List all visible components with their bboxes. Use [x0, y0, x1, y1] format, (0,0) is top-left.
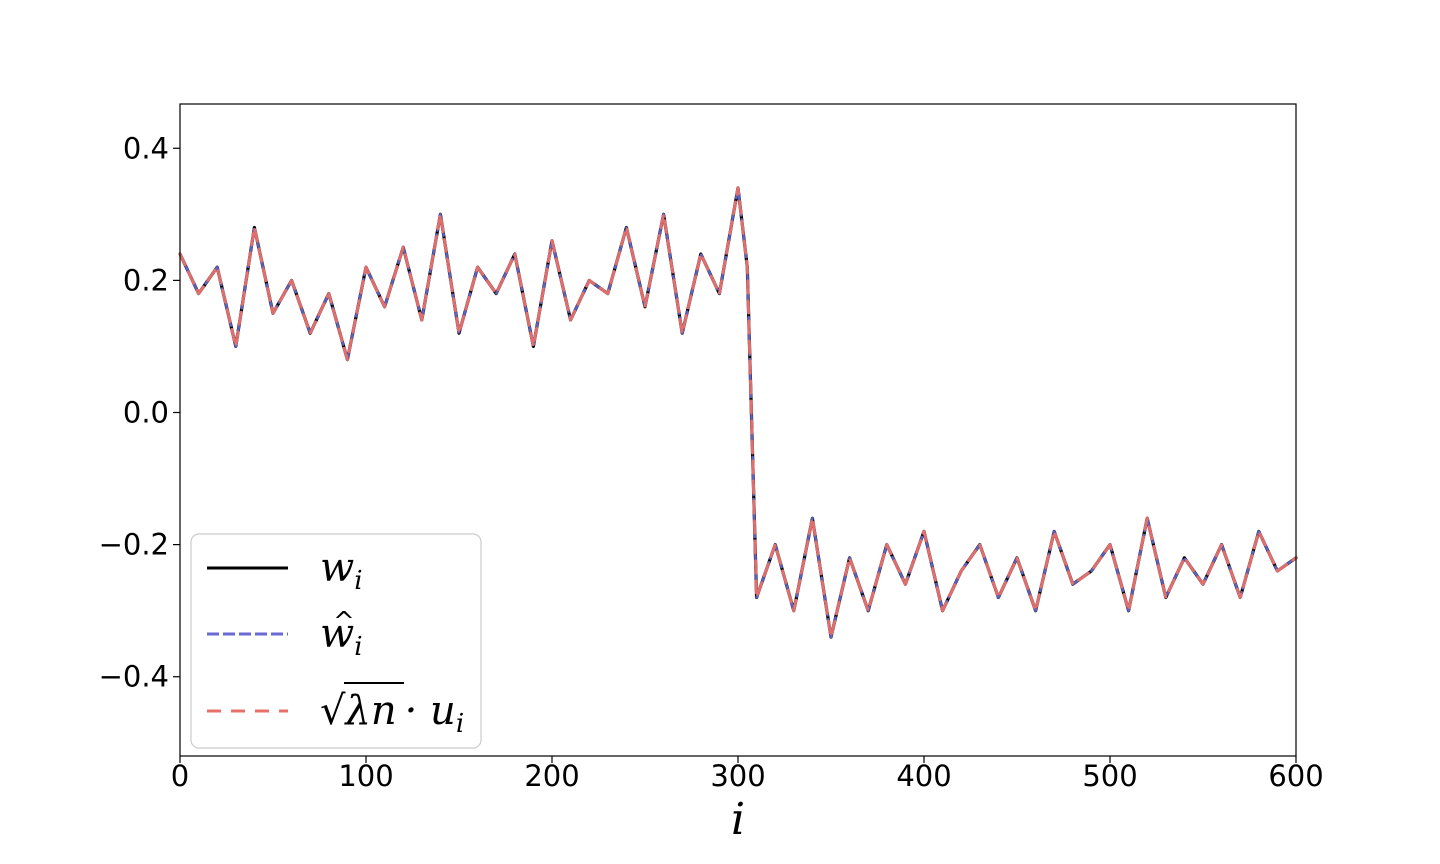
y-tick-label: −0.4: [99, 660, 169, 694]
y-axis: 0.4 0.2 0.0 −0.2 −0.4: [99, 131, 180, 694]
legend-label-w-hat: wi: [320, 611, 363, 662]
legend: wi wi ^ √λn · ui: [190, 533, 482, 749]
x-tick-label: 600: [1268, 759, 1323, 793]
x-tick-label: 0: [171, 759, 189, 793]
x-tick-label: 300: [710, 759, 765, 793]
series-layer: [178, 186, 1298, 639]
y-tick-label: −0.2: [99, 528, 169, 562]
legend-label-w: wi: [320, 545, 363, 596]
legend-hat-mark: ^: [333, 607, 355, 637]
x-tick-label: 500: [1082, 759, 1137, 793]
legend-label-sqrt: √λn · ui: [320, 688, 464, 739]
y-tick-label: 0.2: [123, 263, 169, 297]
series-line-2: [178, 186, 1298, 639]
legend-box: [190, 533, 482, 749]
y-tick-label: 0.0: [123, 395, 169, 429]
y-tick-label: 0.4: [123, 131, 169, 165]
x-tick-label: 200: [524, 759, 579, 793]
x-axis: 0 100 200 300 400 500 600: [171, 756, 1324, 793]
x-axis-label: i: [731, 794, 745, 845]
x-tick-label: 400: [896, 759, 951, 793]
x-tick-label: 100: [338, 759, 393, 793]
